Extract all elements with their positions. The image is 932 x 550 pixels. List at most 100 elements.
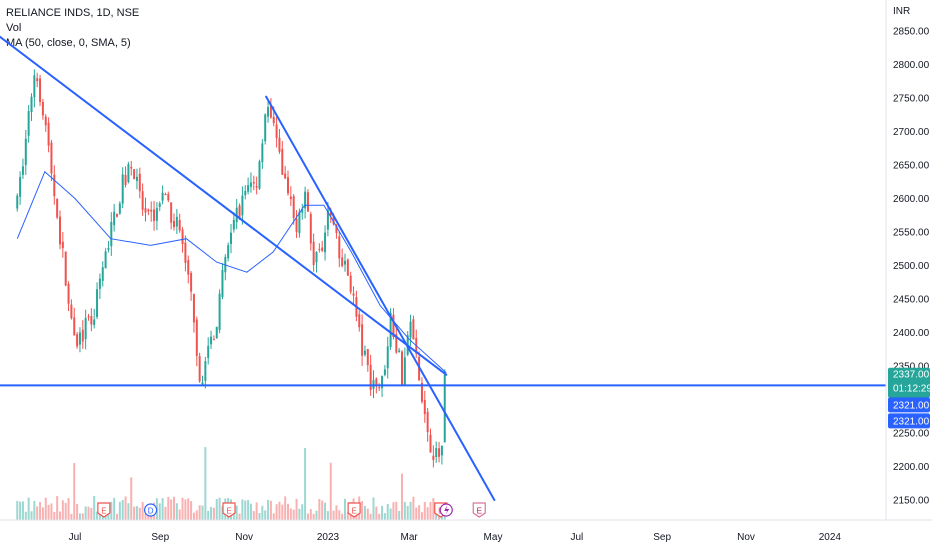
candle-body bbox=[101, 267, 104, 281]
candle-body bbox=[44, 116, 47, 126]
candle-body bbox=[306, 192, 309, 212]
volume-bar bbox=[238, 513, 241, 520]
volume-bar bbox=[113, 497, 116, 520]
volume-bar bbox=[210, 507, 213, 520]
volume-bar bbox=[298, 508, 301, 520]
candle-body bbox=[116, 214, 118, 217]
descending-trendline-long[interactable] bbox=[0, 34, 448, 376]
volume-indicator-label[interactable]: Vol bbox=[6, 22, 22, 34]
volume-bar bbox=[135, 506, 138, 520]
marker-shape bbox=[472, 502, 486, 518]
candle-body bbox=[244, 190, 247, 196]
volume-bar bbox=[198, 505, 201, 520]
price-tick-label: 2850.00 bbox=[893, 27, 930, 38]
volume-bar bbox=[249, 503, 252, 520]
ma-indicator-label[interactable]: MA (50, close, 0, SMA, 5) bbox=[6, 37, 131, 49]
trendlines[interactable] bbox=[0, 34, 496, 501]
volume-bar bbox=[244, 500, 247, 520]
candle-body bbox=[375, 378, 378, 387]
candle-body bbox=[269, 104, 272, 118]
earnings-marker[interactable]: E bbox=[222, 502, 236, 518]
candle-body bbox=[443, 374, 446, 443]
earnings-marker[interactable]: E bbox=[347, 502, 361, 518]
volume-bar bbox=[278, 501, 281, 520]
candle-body bbox=[338, 236, 341, 259]
volume-bar bbox=[190, 501, 193, 520]
volume-bar bbox=[401, 473, 403, 520]
time-tick-label: Sep bbox=[653, 532, 671, 543]
earnings-marker[interactable]: E bbox=[97, 502, 111, 518]
volume-bar bbox=[264, 510, 267, 520]
volume-bar bbox=[306, 513, 309, 520]
volume-bar bbox=[78, 513, 81, 520]
event-markers[interactable]: EDEEEE bbox=[97, 502, 486, 518]
time-tick-label: 2023 bbox=[317, 532, 340, 543]
candle-body bbox=[329, 212, 332, 216]
volume-bar bbox=[127, 503, 130, 520]
candle-body bbox=[195, 319, 198, 356]
time-axis[interactable]: Jul Sep Nov 2023 Mar May Jul Sep Nov 2024 bbox=[69, 532, 842, 543]
candle-body bbox=[212, 339, 215, 341]
symbol-title[interactable]: RELIANCE INDS, 1D, NSE bbox=[6, 7, 140, 19]
candlesticks bbox=[16, 69, 446, 468]
volume-bar bbox=[161, 498, 164, 520]
candle-body bbox=[27, 111, 30, 136]
candle-body bbox=[412, 319, 415, 340]
last-price-tag: 2337.00 01:12:29 bbox=[888, 367, 932, 398]
candle-body bbox=[284, 173, 287, 179]
candle-body bbox=[56, 199, 59, 218]
candle-body bbox=[247, 185, 250, 192]
candle-body bbox=[252, 181, 255, 184]
candle-body bbox=[21, 166, 24, 175]
candle-body bbox=[24, 138, 27, 165]
candle-body bbox=[341, 257, 344, 267]
volume-bar bbox=[61, 500, 64, 520]
volume-bar bbox=[36, 506, 39, 520]
descending-trendline-steep[interactable] bbox=[265, 95, 496, 501]
volume-bar bbox=[324, 502, 327, 520]
volume-bar bbox=[326, 511, 329, 520]
volume-bar bbox=[170, 499, 173, 520]
volume-bar bbox=[392, 502, 395, 520]
volume-bar bbox=[84, 506, 87, 520]
volume-bar bbox=[338, 510, 341, 520]
volume-bar bbox=[33, 500, 36, 520]
dividend-marker[interactable]: D bbox=[144, 503, 158, 517]
price-tick-label: 2750.00 bbox=[893, 94, 930, 105]
candle-body bbox=[173, 221, 175, 228]
volume-bar bbox=[267, 499, 270, 520]
candle-body bbox=[153, 209, 156, 221]
candle-body bbox=[332, 215, 335, 225]
earnings-marker[interactable]: E bbox=[472, 502, 486, 518]
volume-bar bbox=[403, 501, 406, 520]
candle-body bbox=[369, 364, 372, 391]
volume-bar bbox=[204, 447, 207, 520]
price-axis[interactable]: 2150.002200.002250.002300.002350.002400.… bbox=[893, 27, 930, 507]
candle-body bbox=[190, 273, 193, 292]
volume-bar bbox=[409, 501, 412, 520]
volume-bar bbox=[315, 510, 318, 520]
current-bar-icon[interactable] bbox=[439, 503, 453, 517]
volume-bar bbox=[21, 501, 24, 520]
volume-bar bbox=[381, 506, 384, 520]
candle-body bbox=[130, 166, 133, 169]
volume-bar bbox=[50, 503, 53, 520]
candle-body bbox=[50, 142, 53, 174]
candle-body bbox=[304, 191, 307, 209]
volume-bar bbox=[346, 512, 349, 520]
volume-bar bbox=[70, 513, 73, 520]
candle-body bbox=[267, 107, 270, 117]
candle-body bbox=[39, 78, 42, 103]
candle-body bbox=[241, 195, 244, 216]
time-tick-label: Jul bbox=[570, 532, 583, 543]
candle-body bbox=[358, 314, 361, 328]
candle-body bbox=[181, 229, 184, 244]
candle-body bbox=[289, 196, 292, 200]
time-tick-label: Sep bbox=[151, 532, 169, 543]
volume-bar bbox=[184, 499, 187, 520]
candle-body bbox=[167, 193, 170, 201]
volume-bar bbox=[73, 463, 76, 520]
candle-body bbox=[16, 195, 19, 209]
candle-body bbox=[318, 248, 321, 250]
